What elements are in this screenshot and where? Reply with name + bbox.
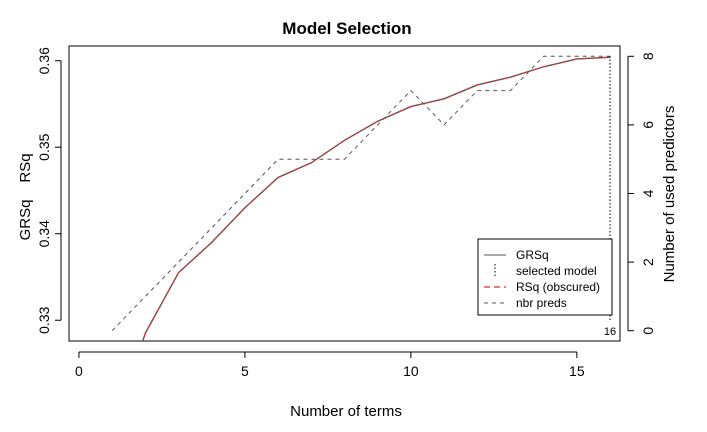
- x-axis: 0 5 10 15: [75, 351, 585, 379]
- selected-model-annotation: 16: [604, 326, 616, 338]
- legend-label-rsq: RSq (obscured): [516, 280, 600, 294]
- y-left-tick-label: 0.36: [36, 47, 52, 74]
- y-left-tick-label: 0.33: [36, 306, 52, 333]
- y-right-label: Number of used predictors: [661, 106, 678, 283]
- chart-legend: GRSq selected model RSq (obscured) nbr p…: [477, 238, 613, 316]
- y-left-axis: 0.33 0.34 0.35 0.36: [36, 47, 62, 334]
- y-left-label-grsq: GRSq: [17, 200, 34, 241]
- y-right-tick-label: 6: [640, 121, 656, 129]
- legend-box: [477, 238, 613, 316]
- legend-label-selected-model: selected model: [516, 264, 597, 278]
- legend-label-grsq: GRSq: [516, 248, 549, 262]
- y-right-tick-label: 0: [640, 327, 656, 335]
- y-left-tick-label: 0.35: [36, 133, 52, 160]
- plot-frame: [68, 45, 621, 342]
- y-right-tick-label: 4: [640, 189, 656, 197]
- series-line-rsq-obscured: [142, 56, 611, 341]
- y-left-label-rsq: RSq: [17, 153, 34, 182]
- x-tick-label: 15: [569, 363, 585, 379]
- y-right-axis: 0 2 4 6 8: [627, 52, 656, 335]
- x-tick-label: 10: [403, 363, 419, 379]
- y-right-tick-label: 8: [640, 52, 656, 60]
- x-tick-label: 5: [241, 363, 249, 379]
- y-left-tick-label: 0.34: [36, 220, 52, 247]
- legend-label-nbr-preds: nbr preds: [516, 296, 567, 310]
- x-axis-label: Number of terms: [290, 403, 402, 420]
- series-line-nbr-preds: [111, 55, 611, 332]
- x-tick-label: 0: [75, 363, 83, 379]
- chart-title: Model Selection: [282, 19, 411, 38]
- y-right-tick-label: 2: [640, 258, 656, 266]
